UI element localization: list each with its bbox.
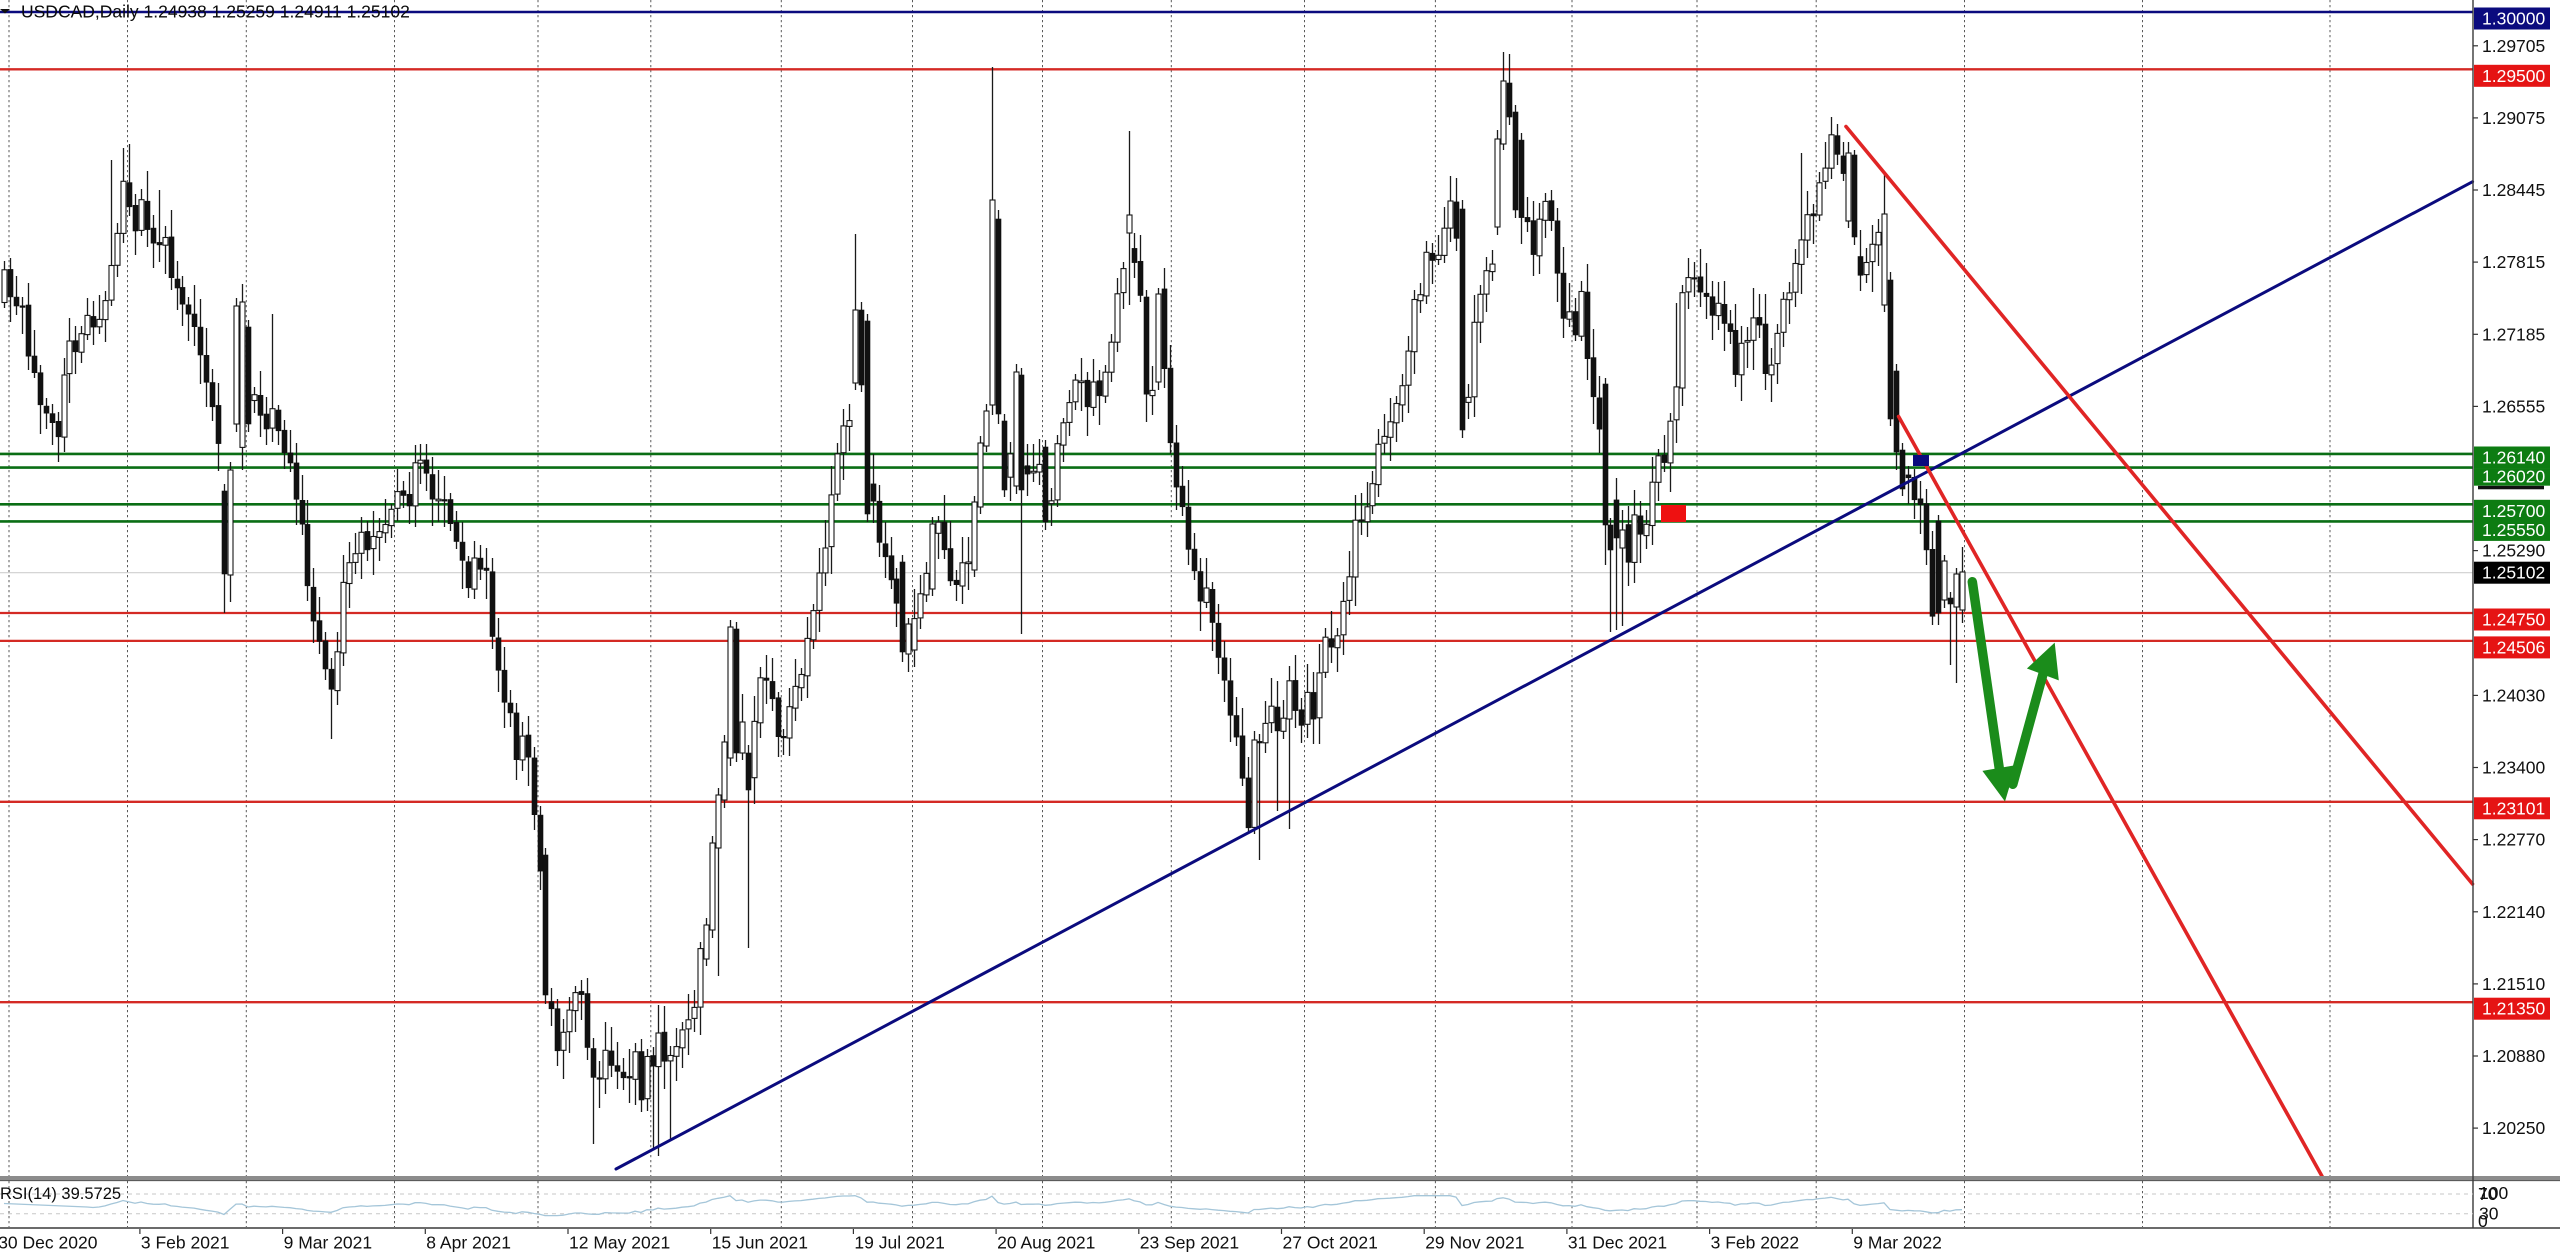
svg-text:1.22770: 1.22770 [2482, 830, 2546, 850]
svg-text:100: 100 [2479, 1183, 2508, 1203]
svg-text:1.26020: 1.26020 [2482, 467, 2546, 487]
svg-text:1.25102: 1.25102 [2482, 563, 2545, 583]
svg-text:1.27185: 1.27185 [2482, 324, 2545, 344]
svg-text:15 Jun 2021: 15 Jun 2021 [712, 1233, 808, 1253]
svg-text:1.25290: 1.25290 [2482, 541, 2546, 561]
svg-text:1.24750: 1.24750 [2482, 610, 2546, 630]
svg-text:31 Dec 2021: 31 Dec 2021 [1568, 1233, 1667, 1253]
svg-text:1.20250: 1.20250 [2482, 1118, 2546, 1138]
svg-text:1.29075: 1.29075 [2482, 108, 2545, 128]
svg-text:1.24030: 1.24030 [2482, 685, 2546, 705]
svg-text:0: 0 [2478, 1211, 2488, 1231]
svg-text:29 Nov 2021: 29 Nov 2021 [1425, 1233, 1524, 1253]
svg-text:1.23400: 1.23400 [2482, 758, 2546, 778]
svg-text:1.28445: 1.28445 [2482, 180, 2545, 200]
svg-text:8 Apr 2021: 8 Apr 2021 [426, 1233, 511, 1253]
svg-text:1.29500: 1.29500 [2482, 66, 2546, 86]
svg-text:3 Feb 2021: 3 Feb 2021 [141, 1233, 230, 1253]
svg-text:1.25700: 1.25700 [2482, 501, 2546, 521]
svg-text:USDCAD,Daily 1.24938 1.25259: USDCAD,Daily 1.24938 1.25259 1.24911 1.2… [21, 2, 410, 22]
svg-text:12 May 2021: 12 May 2021 [569, 1233, 670, 1253]
svg-text:1.29705: 1.29705 [2482, 36, 2545, 56]
svg-text:1.23101: 1.23101 [2482, 798, 2545, 818]
svg-text:1.24506: 1.24506 [2482, 637, 2545, 657]
svg-text:30: 30 [2479, 1204, 2499, 1224]
svg-text:1.20880: 1.20880 [2482, 1046, 2546, 1066]
svg-text:1.26140: 1.26140 [2482, 448, 2546, 468]
svg-text:27 Oct 2021: 27 Oct 2021 [1283, 1233, 1378, 1253]
svg-text:1.25550: 1.25550 [2482, 520, 2546, 540]
svg-text:23 Sep 2021: 23 Sep 2021 [1140, 1233, 1239, 1253]
svg-text:3 Feb 2022: 3 Feb 2022 [1711, 1233, 1800, 1253]
svg-text:1.26555: 1.26555 [2482, 396, 2545, 416]
svg-text:1.21510: 1.21510 [2482, 974, 2546, 994]
svg-text:1.22140: 1.22140 [2482, 902, 2546, 922]
svg-text:1.27815: 1.27815 [2482, 252, 2545, 272]
svg-text:30 Dec 2020: 30 Dec 2020 [0, 1233, 98, 1253]
svg-text:9 Mar 2021: 9 Mar 2021 [284, 1233, 373, 1253]
svg-text:20 Aug 2021: 20 Aug 2021 [997, 1233, 1095, 1253]
svg-text:1.21350: 1.21350 [2482, 999, 2546, 1019]
svg-text:19 Jul 2021: 19 Jul 2021 [854, 1233, 945, 1253]
svg-text:1.30000: 1.30000 [2482, 9, 2546, 29]
svg-text:9 Mar 2022: 9 Mar 2022 [1853, 1233, 1942, 1253]
svg-text:70: 70 [2478, 1184, 2498, 1204]
svg-text:RSI(14) 39.5725: RSI(14) 39.5725 [0, 1185, 121, 1203]
